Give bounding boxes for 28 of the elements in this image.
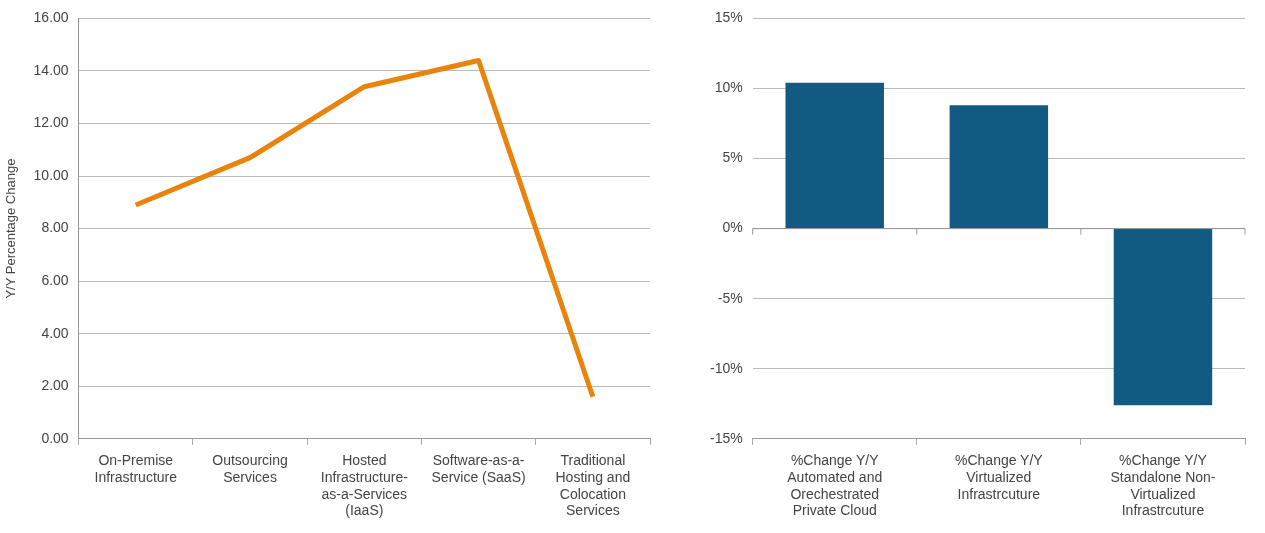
bar <box>1113 229 1213 406</box>
x-tick-label: Outsourcing Services <box>212 452 288 485</box>
x-tick-label: Hosted Infrastructure-as-a-Services (IaaS) <box>320 452 409 519</box>
y-tick-label: -5% <box>717 289 743 306</box>
x-tick-label: Traditional Hosting and Colocation Services <box>555 452 631 519</box>
x-tick-label: %Change Y/Y Automated and Orechestrated Private Cloud <box>787 452 883 519</box>
y-axis-title: Y/Y Percentage Change <box>3 158 19 299</box>
y-tick-label: 0.00 <box>41 429 69 446</box>
y-tick-label: 5% <box>722 149 743 166</box>
bar <box>785 82 884 229</box>
y-tick-label: 16.00 <box>33 9 69 26</box>
y-tick-label: 2.00 <box>41 377 69 394</box>
y-tick-label: 0% <box>722 219 743 236</box>
y-tick-label: -10% <box>710 359 743 376</box>
y-tick-label: 6.00 <box>41 272 69 289</box>
y-tick-label: 10.00 <box>33 166 69 183</box>
y-tick-label: 10% <box>714 79 743 96</box>
bar <box>949 105 1049 229</box>
y-tick-label: 8.00 <box>41 219 69 236</box>
x-tick-label: Software-as-a-Service (SaaS) <box>431 452 526 485</box>
y-tick-label: 15% <box>714 9 743 26</box>
x-tick-label: %Change Y/Y Standalone Non-Virtualized Infrastrcuture <box>1110 452 1216 519</box>
y-tick-label: -15% <box>710 429 743 446</box>
y-tick-label: 12.00 <box>33 114 69 131</box>
x-tick-label: %Change Y/Y Virtualized Infrastrcuture <box>954 452 1044 502</box>
y-tick-label: 14.00 <box>33 61 69 78</box>
x-tick-label: On-Premise Infrastructure <box>94 452 178 485</box>
y-tick-label: 4.00 <box>41 324 69 341</box>
